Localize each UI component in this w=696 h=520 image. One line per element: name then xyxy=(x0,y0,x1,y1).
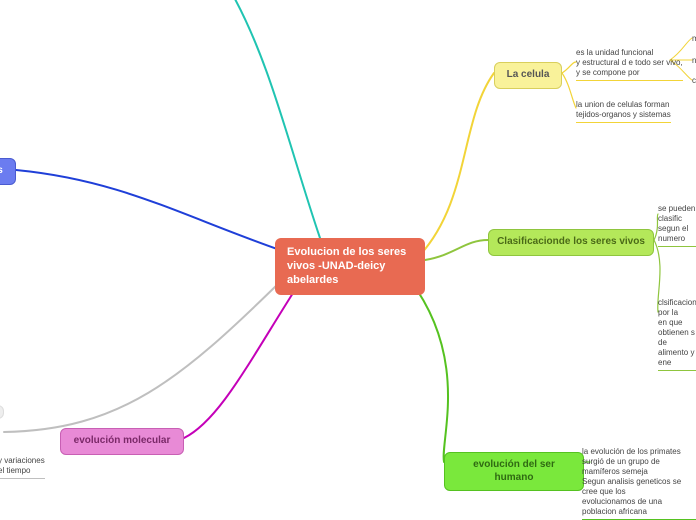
branch-molecular[interactable]: evolución molecular xyxy=(60,428,184,455)
branch-grey[interactable] xyxy=(0,405,4,419)
branch-clasificacion[interactable]: Clasificacionde los seres vivos xyxy=(488,229,654,256)
leaf-clasificacion-0: se pueden clasific segun el numero xyxy=(658,204,696,247)
leaf-grey-0: y variaciones el tiempo xyxy=(0,456,45,479)
leaf-celula-0: es la unidad funcional y estructural d e… xyxy=(576,48,683,81)
leaf-humano-0: la evolución de los primates surgió de u… xyxy=(582,447,696,520)
subleaf-celula-0-1: n xyxy=(692,56,696,66)
subleaf-celula-0-0: m xyxy=(692,34,696,44)
center-node[interactable]: Evolucion de los seres vivos -UNAD-deicy… xyxy=(275,238,425,295)
subleaf-celula-0-2: c xyxy=(692,76,696,86)
mindmap-canvas: { "center": { "label": "Evolucion de los… xyxy=(0,0,696,520)
leaf-clasificacion-1: clsificacion por la en que obtienen s de… xyxy=(658,298,696,371)
branch-humano[interactable]: evolución del ser humano xyxy=(444,452,584,491)
leaf-celula-1: la union de celulas forman tejidos-organ… xyxy=(576,100,671,123)
branch-os[interactable]: os xyxy=(0,158,16,185)
branch-celula[interactable]: La celula xyxy=(494,62,562,89)
